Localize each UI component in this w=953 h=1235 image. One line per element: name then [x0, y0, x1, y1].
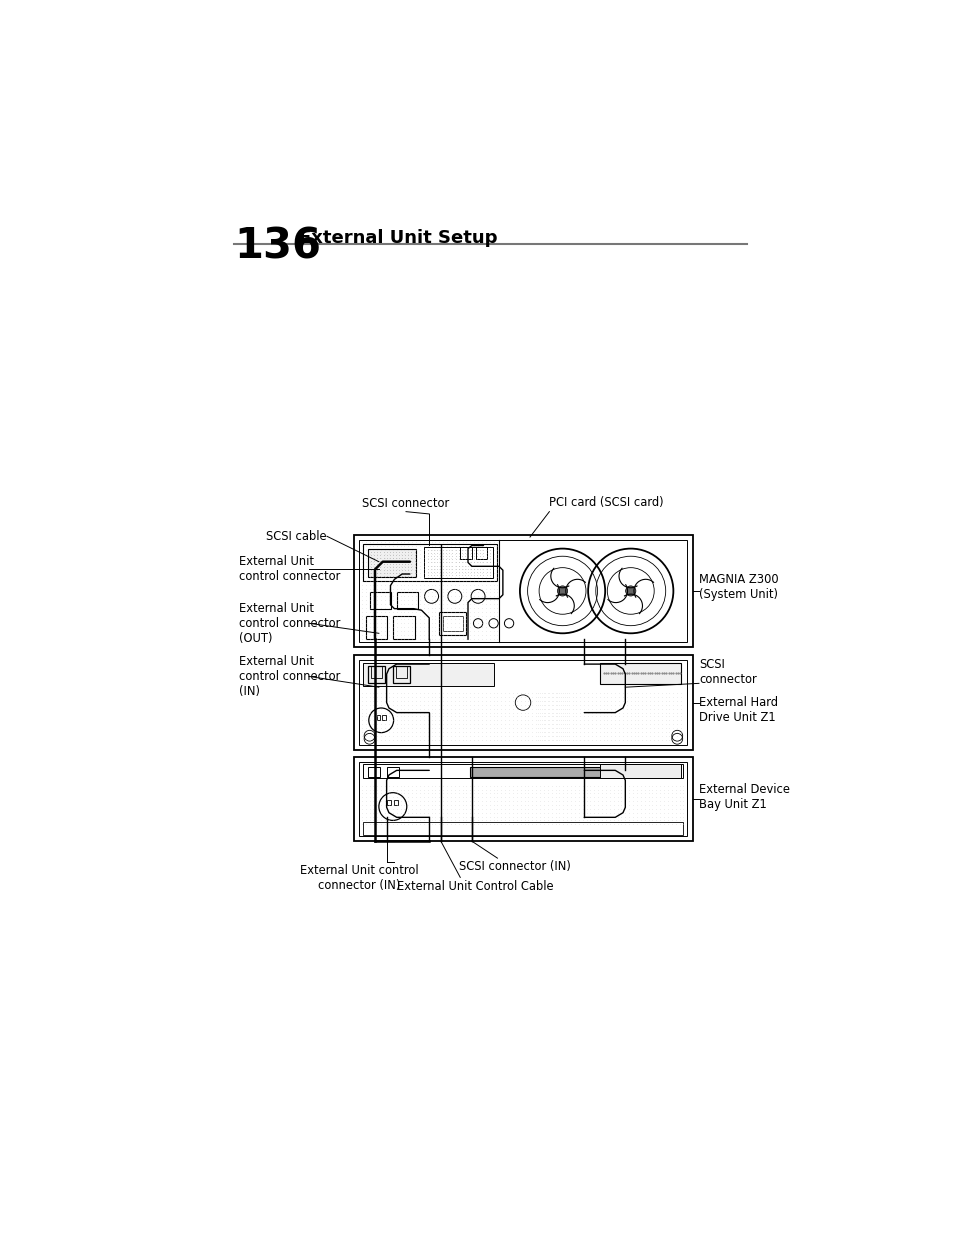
Bar	[359, 661, 686, 745]
Bar	[354, 535, 692, 647]
Bar	[470, 767, 609, 777]
Bar	[363, 823, 682, 835]
Bar	[363, 543, 497, 580]
Bar	[359, 762, 686, 836]
Bar	[363, 662, 493, 685]
Text: SCSI connector: SCSI connector	[362, 498, 449, 510]
Bar	[359, 540, 686, 642]
Bar	[393, 666, 410, 683]
Text: SCSI
connector: SCSI connector	[699, 658, 756, 685]
Text: External Unit
control connector
(OUT): External Unit control connector (OUT)	[239, 601, 340, 645]
Bar	[459, 547, 472, 559]
Bar	[393, 615, 415, 638]
Bar	[394, 799, 397, 805]
Bar	[363, 764, 682, 778]
Text: External Device
Bay Unit Z1: External Device Bay Unit Z1	[699, 783, 789, 811]
Text: External Unit Control Cable: External Unit Control Cable	[397, 879, 554, 893]
Text: PCI card (SCSI card): PCI card (SCSI card)	[549, 495, 663, 509]
Text: 136: 136	[233, 225, 320, 267]
Text: External Hard
Drive Unit Z1: External Hard Drive Unit Z1	[699, 697, 777, 724]
Bar	[381, 715, 385, 720]
Bar	[599, 662, 680, 684]
Bar	[599, 764, 680, 778]
Bar	[443, 615, 462, 631]
Bar	[376, 715, 380, 720]
Text: External Unit
control connector
(IN): External Unit control connector (IN)	[239, 655, 340, 698]
Text: SCSI connector (IN): SCSI connector (IN)	[458, 861, 570, 873]
Bar	[423, 547, 493, 578]
Bar	[369, 593, 391, 609]
Bar	[365, 615, 387, 638]
Bar	[386, 767, 398, 777]
Text: External Unit control
connector (IN): External Unit control connector (IN)	[300, 864, 418, 893]
Bar	[368, 767, 380, 777]
Bar	[387, 799, 391, 805]
Bar	[439, 611, 466, 635]
Circle shape	[625, 585, 636, 597]
Text: External Unit Setup: External Unit Setup	[298, 228, 497, 247]
Circle shape	[557, 585, 567, 597]
Bar	[368, 666, 385, 683]
Bar	[354, 757, 692, 841]
Text: External Unit
control connector: External Unit control connector	[239, 556, 340, 583]
Bar	[368, 548, 416, 577]
Bar	[476, 547, 487, 559]
Bar	[396, 593, 418, 609]
Text: SCSI cable: SCSI cable	[265, 530, 326, 542]
Bar	[354, 655, 692, 751]
Text: MAGNIA Z300
(System Unit): MAGNIA Z300 (System Unit)	[699, 573, 778, 601]
